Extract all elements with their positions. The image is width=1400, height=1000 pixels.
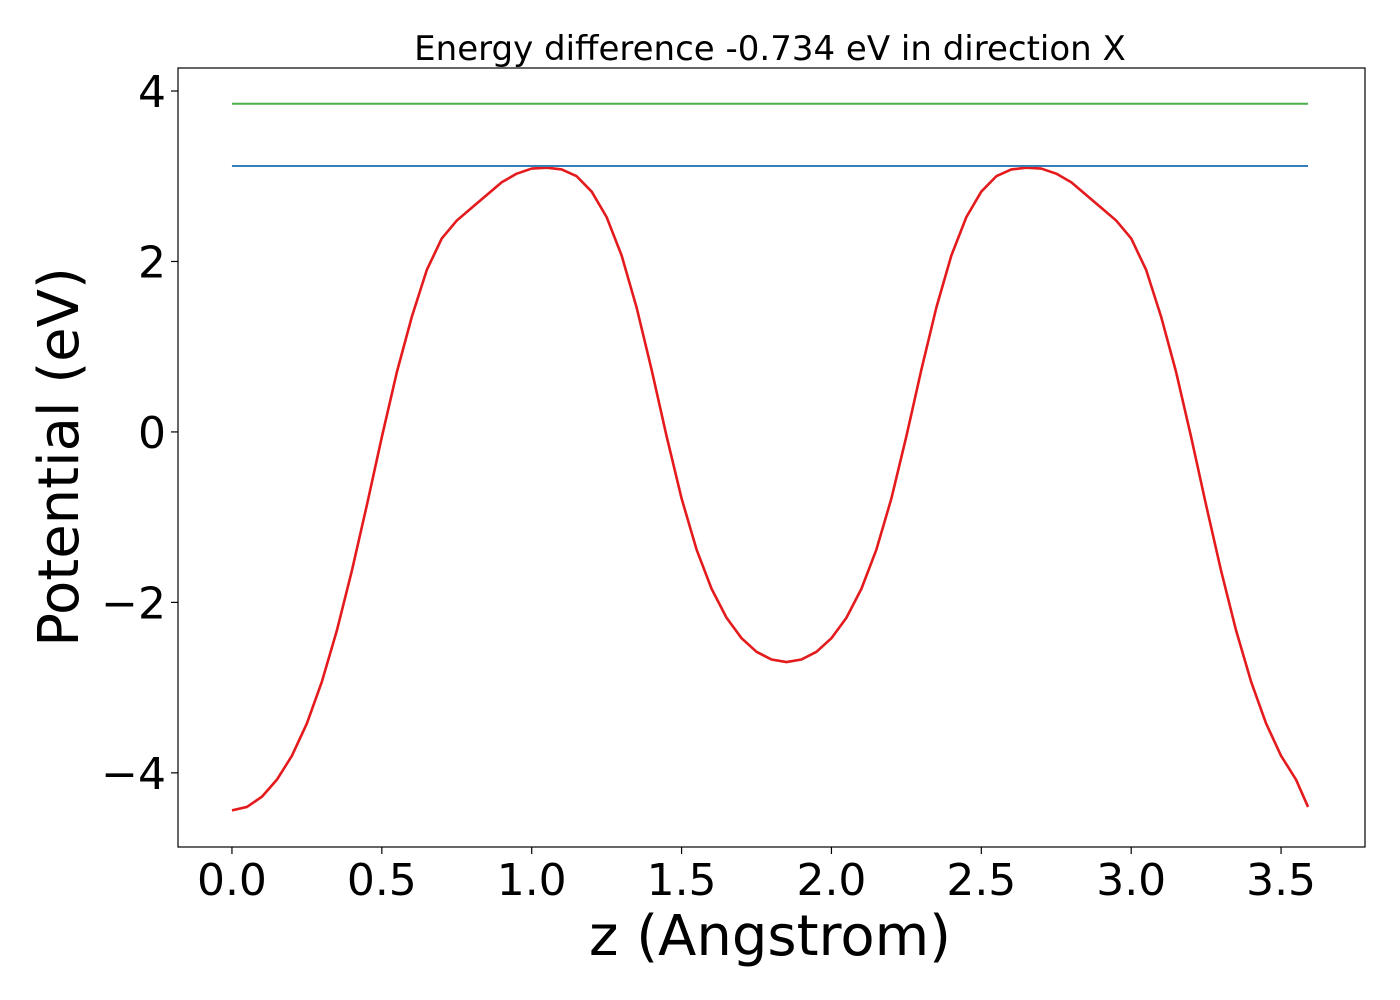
y-tick-label: 4 — [138, 67, 166, 118]
y-tick-label: −4 — [101, 749, 166, 800]
chart-title: Energy difference -0.734 eV in direction… — [414, 29, 1126, 69]
x-tick-label: 0.0 — [197, 855, 267, 906]
x-tick-label: 1.5 — [647, 855, 717, 906]
x-axis-label: z (Angstrom) — [589, 904, 951, 969]
x-axis-ticks: 0.0 0.5 1.0 1.5 2.0 2.5 3.0 3.5 — [197, 847, 1316, 906]
y-tick-label: −2 — [101, 578, 166, 629]
x-tick-label: 3.5 — [1246, 855, 1316, 906]
plot-frame — [177, 67, 1366, 848]
series-line-1 — [231, 166, 1310, 812]
y-tick-label: 0 — [138, 408, 166, 459]
x-tick-label: 2.5 — [946, 855, 1016, 906]
y-axis-ticks: −4 −2 0 2 4 — [101, 67, 178, 800]
x-tick-label: 2.0 — [796, 855, 866, 906]
x-tick-label: 1.0 — [497, 855, 567, 906]
x-tick-label: 3.0 — [1096, 855, 1166, 906]
y-tick-label: 2 — [138, 237, 166, 288]
series-layer — [231, 102, 1310, 812]
y-axis-label: Potential (eV) — [27, 267, 92, 647]
x-tick-label: 0.5 — [347, 855, 417, 906]
